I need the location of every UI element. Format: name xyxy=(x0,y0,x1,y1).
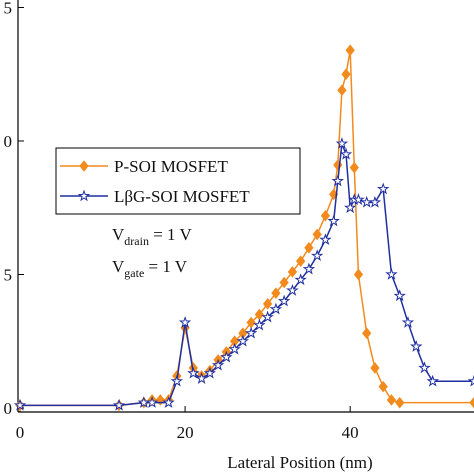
marker xyxy=(312,228,322,241)
marker xyxy=(467,374,474,387)
y-tick-label: 5 xyxy=(4,0,13,17)
marker xyxy=(195,372,208,384)
marker xyxy=(269,302,283,315)
series-line xyxy=(20,50,474,407)
marker xyxy=(145,396,159,408)
annotation-main: V xyxy=(112,225,125,244)
annotation-sub: drain xyxy=(124,234,149,248)
marker xyxy=(353,268,364,281)
marker xyxy=(327,214,340,227)
marker xyxy=(170,374,184,387)
marker xyxy=(395,396,405,409)
marker xyxy=(345,44,355,56)
annotation-rest: = 1 V xyxy=(144,257,188,276)
marker xyxy=(112,398,126,411)
x-tick-label: 0 xyxy=(16,423,25,442)
marker xyxy=(418,361,431,374)
y-tick-label: 0 xyxy=(4,399,13,418)
marker xyxy=(287,266,298,278)
marker xyxy=(77,189,91,202)
marker xyxy=(319,233,332,246)
legend-label: P-SOI MOSFET xyxy=(114,157,228,176)
marker xyxy=(335,137,349,149)
marker xyxy=(261,310,274,323)
marker xyxy=(155,394,165,406)
marker xyxy=(360,195,373,208)
marker xyxy=(385,267,398,280)
x-tick-label: 20 xyxy=(177,423,194,442)
marker xyxy=(271,287,281,299)
marker xyxy=(376,182,390,195)
marker xyxy=(220,350,233,363)
marker xyxy=(337,84,347,97)
x-tick-label: 40 xyxy=(342,423,359,442)
marker xyxy=(296,255,306,267)
marker xyxy=(162,396,175,408)
marker xyxy=(13,398,27,411)
marker xyxy=(370,362,380,374)
marker xyxy=(341,68,351,81)
marker xyxy=(343,201,357,214)
marker xyxy=(320,209,331,222)
annotation: Vdrain = 1 V xyxy=(112,225,192,248)
marker xyxy=(401,316,415,328)
marker xyxy=(294,273,307,286)
marker xyxy=(386,394,397,406)
marker xyxy=(331,174,345,187)
marker xyxy=(203,366,217,379)
marker xyxy=(469,396,474,409)
marker xyxy=(262,298,273,310)
annotation-sub: gate xyxy=(124,266,144,280)
annotation: Vgate = 1 V xyxy=(112,257,188,280)
marker xyxy=(253,318,266,331)
marker xyxy=(349,161,359,174)
marker xyxy=(277,294,291,307)
marker xyxy=(393,289,406,302)
marker xyxy=(304,241,314,254)
marker xyxy=(244,326,258,339)
y-tick-label: 0 xyxy=(4,132,13,151)
x-axis-label: Lateral Position (nm) xyxy=(227,453,372,472)
legend-label: LβG-SOI MOSFET xyxy=(114,187,250,206)
marker xyxy=(368,195,382,208)
marker xyxy=(410,340,423,352)
marker xyxy=(378,380,388,393)
marker xyxy=(426,374,439,387)
marker xyxy=(228,342,241,355)
annotation-rest: = 1 V xyxy=(149,225,193,244)
marker xyxy=(352,193,365,206)
marker xyxy=(211,358,225,371)
annotation-main: V xyxy=(112,257,125,276)
marker xyxy=(339,147,353,160)
marker xyxy=(362,327,372,340)
y-tick-label: 5 xyxy=(4,265,13,284)
marker xyxy=(286,283,299,296)
marker xyxy=(187,366,200,379)
marker xyxy=(236,334,249,347)
marker xyxy=(302,262,316,275)
legend-box xyxy=(55,147,301,215)
marker xyxy=(79,160,89,172)
marker xyxy=(178,316,192,328)
marker xyxy=(310,249,324,262)
marker xyxy=(279,276,289,289)
